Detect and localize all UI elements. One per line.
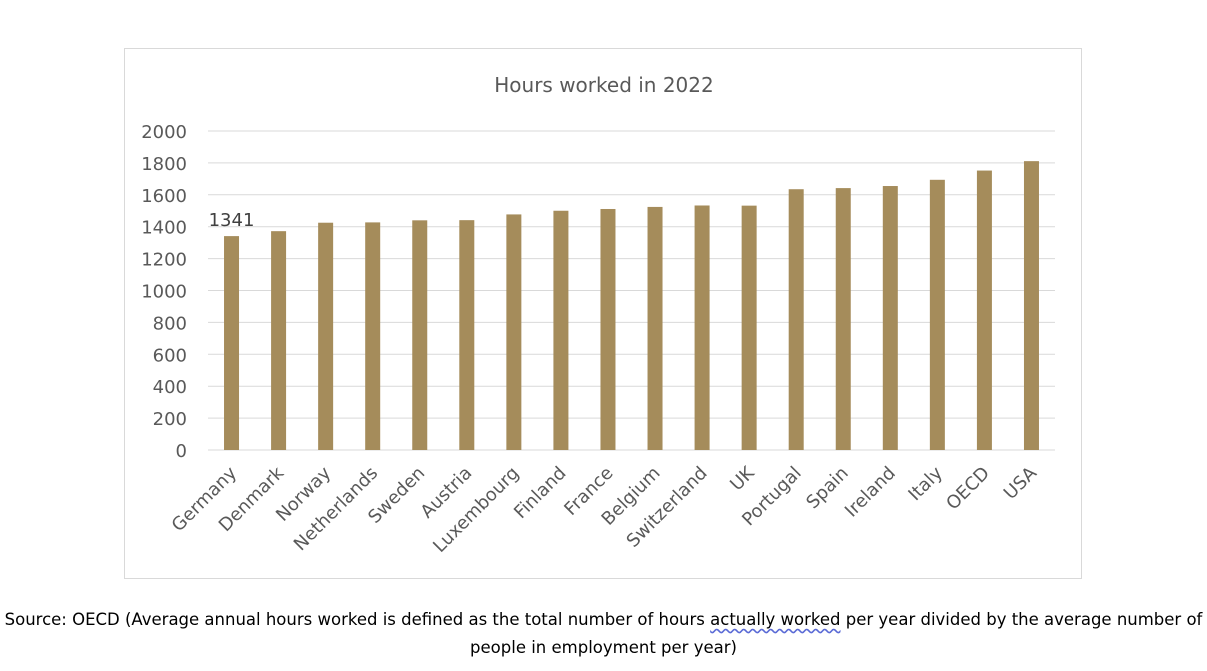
- bar-italy: [929, 179, 945, 450]
- x-tick-label: Finland: [510, 463, 570, 523]
- source-note-underlined: actually worked: [710, 610, 841, 629]
- bar-switzerland: [694, 205, 710, 450]
- x-tick-label: USA: [1000, 462, 1042, 504]
- bars: [224, 161, 1039, 450]
- bar-oecd: [976, 170, 992, 450]
- y-axis-tick-labels: 0 200 400 600 800 1000 1200 1400 1600 1800 2000: [141, 122, 187, 462]
- y-tick-label: 200: [153, 409, 187, 430]
- bar-sweden: [412, 220, 428, 450]
- bar-austria: [459, 220, 475, 450]
- source-note: Source: OECD (Average annual hours worke…: [0, 606, 1207, 662]
- bar-finland: [553, 210, 569, 450]
- source-note-prefix: Source: OECD (Average annual hours worke…: [4, 610, 711, 629]
- bar-portugal: [788, 189, 804, 450]
- bar-chart: Hours worked in 2022 0 200 400 600 800 1000 12…: [141, 73, 1055, 557]
- y-tick-label: 0: [176, 441, 187, 462]
- bar-netherlands: [365, 222, 381, 450]
- y-tick-label: 400: [153, 377, 187, 398]
- x-axis-tick-labels: GermanyDenmarkNorwayNetherlandsSwedenAus…: [168, 462, 1042, 557]
- bar-ireland: [882, 186, 898, 450]
- y-tick-label: 600: [153, 345, 187, 366]
- y-tick-label: 1200: [141, 250, 187, 271]
- x-tick-label: UK: [726, 462, 759, 495]
- data-labels: 1341: [209, 210, 255, 231]
- y-tick-label: 1600: [141, 186, 187, 207]
- chart-title: Hours worked in 2022: [494, 73, 713, 97]
- bar-uk: [741, 205, 757, 450]
- chart-frame: Hours worked in 2022 0 200 400 600 800 1000 12…: [124, 48, 1082, 579]
- bar-usa: [1023, 161, 1039, 450]
- bar-denmark: [271, 231, 287, 450]
- bar-spain: [835, 188, 851, 450]
- bar-luxembourg: [506, 214, 522, 450]
- x-tick-label: OECD: [942, 463, 994, 515]
- y-tick-label: 1800: [141, 154, 187, 175]
- bar-france: [600, 208, 616, 450]
- x-tick-label: Ireland: [841, 463, 900, 522]
- y-tick-label: 1400: [141, 218, 187, 239]
- source-note-suffix: per year divided by the average number o…: [470, 610, 1203, 657]
- bar-norway: [318, 222, 334, 450]
- bar-belgium: [647, 206, 663, 450]
- x-tick-label: Italy: [904, 462, 947, 505]
- bar-germany: [224, 236, 240, 450]
- y-tick-label: 1000: [141, 282, 187, 303]
- gridlines: [208, 130, 1055, 451]
- y-tick-label: 2000: [141, 122, 187, 143]
- data-label: 1341: [209, 210, 255, 231]
- y-tick-label: 800: [153, 313, 187, 334]
